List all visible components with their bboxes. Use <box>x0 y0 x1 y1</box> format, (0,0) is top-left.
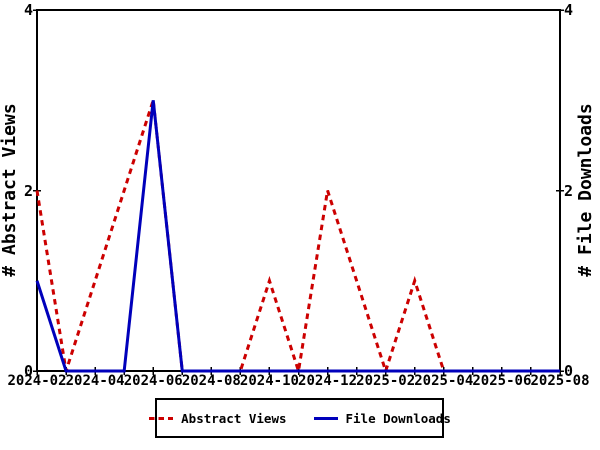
x-tick-label: 2024-04 <box>65 373 125 389</box>
series-line-file-downloads <box>35 100 560 373</box>
x-tick-label: 2024-02 <box>7 373 67 389</box>
y-tick-label-right: 4 <box>564 1 574 19</box>
y-tick-label-right: 0 <box>564 362 574 380</box>
x-tick-label: 2025-02 <box>356 373 416 389</box>
y-axis-title-right: # File Downloads <box>575 103 596 277</box>
legend: Abstract Views File Downloads <box>149 398 451 438</box>
x-tick-label: 2025-04 <box>414 373 474 389</box>
solid-line-icon <box>313 416 338 420</box>
x-tick-label: 2024-06 <box>123 373 183 389</box>
y-tick-label-left: 4 <box>23 1 33 19</box>
y-tick-label-right: 2 <box>564 181 574 200</box>
legend-item-file-downloads: File Downloads <box>313 411 451 426</box>
y-axis-title-left: # Abstract Views <box>0 103 20 277</box>
y-tick-label-left: 2 <box>23 181 33 200</box>
plot-border <box>36 9 561 372</box>
legend-label-file-downloads: File Downloads <box>345 410 451 426</box>
dashed-line-icon <box>149 416 174 420</box>
series-line-abstract-views <box>35 99 560 376</box>
legend-item-abstract-views: Abstract Views <box>148 410 287 426</box>
legend-label-abstract-views: Abstract Views <box>181 410 287 426</box>
x-tick-label: 2025-06 <box>472 373 532 389</box>
x-tick-label: 2024-08 <box>181 373 241 389</box>
y-tick-label-left: 0 <box>23 362 33 380</box>
x-tick-label: 2025-08 <box>530 373 590 389</box>
x-tick-label: 2024-12 <box>298 373 358 389</box>
x-tick-label: 2024-10 <box>239 373 299 389</box>
